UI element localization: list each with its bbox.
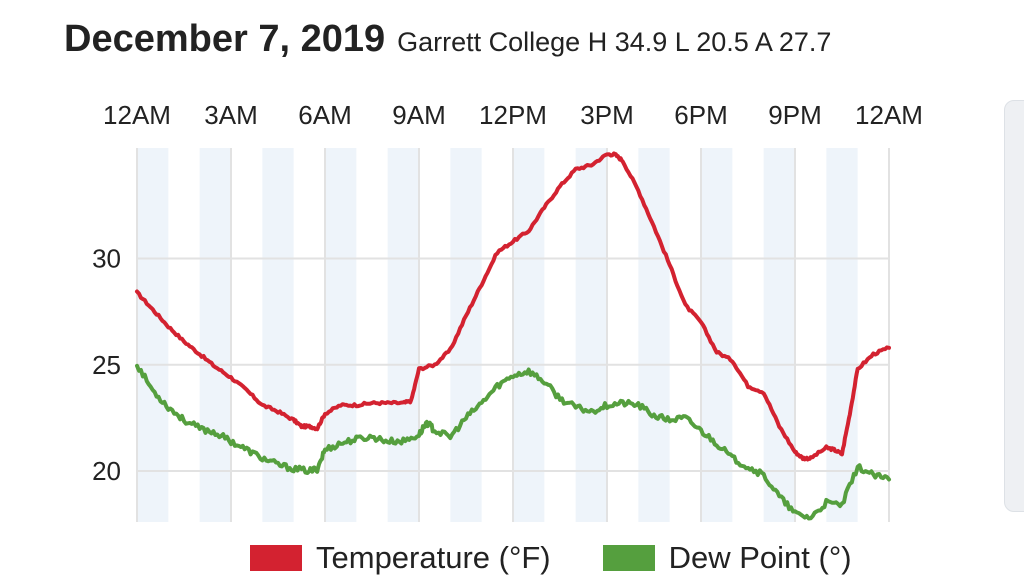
legend-item-dew-point[interactable]: Dew Point (°) [602,540,852,576]
x-tick-label: 9AM [392,100,445,130]
x-tick-label: 3AM [204,100,257,130]
hour-band [638,148,670,522]
hour-band [137,148,169,522]
hour-band [513,148,545,522]
x-tick-label: 6PM [674,100,727,130]
temperature-swatch [250,545,302,571]
y-tick-label: 20 [92,456,121,486]
chart-header: December 7, 2019 Garrett College H 34.9 … [64,18,831,61]
x-tick-label: 12AM [855,100,923,130]
y-tick-label: 25 [92,350,121,380]
temperature-line [135,151,891,462]
x-tick-label: 12AM [103,100,171,130]
hour-band [826,148,858,522]
hour-band [387,148,419,522]
chart-legend: Temperature (°F) Dew Point (°) [250,540,904,576]
y-tick-label: 30 [92,244,121,274]
hour-band [575,148,607,522]
hour-band [763,148,795,522]
station-summary: Garrett College H 34.9 L 20.5 A 27.7 [397,27,832,57]
legend-label-temperature: Temperature (°F) [316,540,551,575]
x-tick-label: 12PM [479,100,547,130]
hour-band [199,148,231,522]
x-tick-label: 6AM [298,100,351,130]
x-tick-label: 3PM [580,100,633,130]
legend-item-temperature[interactable]: Temperature (°F) [250,540,551,576]
hour-band [325,148,357,522]
dew-point-swatch [602,545,655,571]
side-panel-handle[interactable] [1004,100,1024,512]
x-tick-label: 9PM [768,100,821,130]
dew-point-line [135,363,891,521]
legend-label-dew-point: Dew Point (°) [668,540,852,575]
date-title: December 7, 2019 [64,18,386,60]
